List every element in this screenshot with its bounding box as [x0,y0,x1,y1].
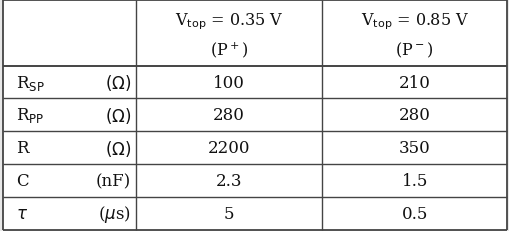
Text: (nF): (nF) [96,172,131,189]
Text: 2.3: 2.3 [215,172,242,189]
Text: 280: 280 [213,107,245,124]
Text: 0.5: 0.5 [401,205,427,222]
Text: R: R [16,140,29,157]
Text: R$_\mathrm{SP}$: R$_\mathrm{SP}$ [16,73,45,92]
Text: (P$^+$): (P$^+$) [210,40,248,60]
Text: C: C [16,172,29,189]
Text: V$_\mathrm{top}$ = 0.35 V: V$_\mathrm{top}$ = 0.35 V [175,12,283,32]
Text: 5: 5 [223,205,234,222]
Text: 280: 280 [398,107,430,124]
Text: 2200: 2200 [208,140,250,157]
Text: $(\Omega)$: $(\Omega)$ [104,138,131,158]
Text: ($\mu$s): ($\mu$s) [98,203,131,224]
Text: 350: 350 [398,140,430,157]
Text: $(\Omega)$: $(\Omega)$ [104,105,131,125]
Text: V$_\mathrm{top}$ = 0.85 V: V$_\mathrm{top}$ = 0.85 V [360,12,468,32]
Text: 1.5: 1.5 [401,172,427,189]
Text: 100: 100 [213,74,245,91]
Text: (P$^-$): (P$^-$) [394,40,433,60]
Text: $(\Omega)$: $(\Omega)$ [104,73,131,93]
Text: $\tau$: $\tau$ [16,205,28,222]
Text: R$_\mathrm{PP}$: R$_\mathrm{PP}$ [16,106,44,125]
Text: 210: 210 [398,74,430,91]
